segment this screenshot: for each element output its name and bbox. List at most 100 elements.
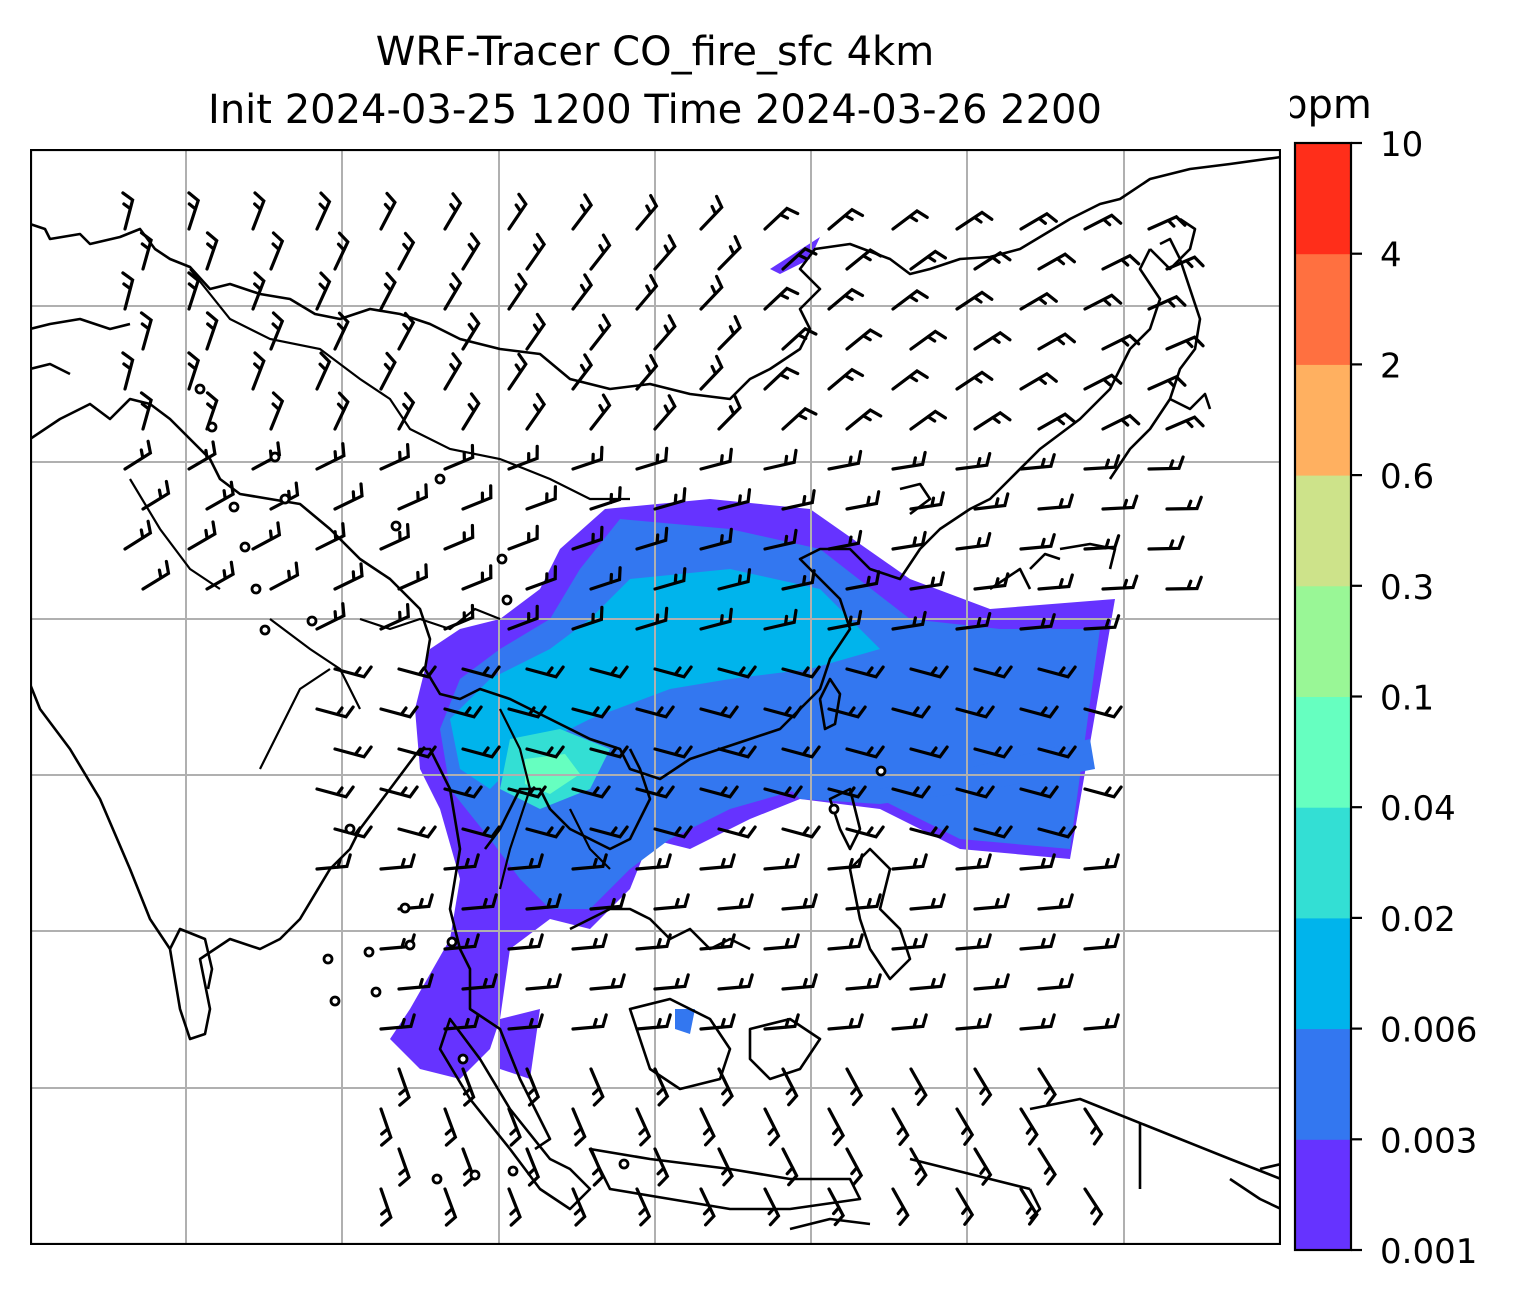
colorbar-swatch <box>1295 1139 1351 1251</box>
wind-barb <box>461 1147 476 1187</box>
wind-barb <box>763 933 800 951</box>
wind-barb <box>397 1067 411 1107</box>
wind-barb <box>315 442 346 471</box>
wind-barb <box>845 408 883 431</box>
wind-barb <box>1083 293 1123 311</box>
wind-barb <box>763 608 798 631</box>
colorbar-swatches <box>1295 143 1351 1251</box>
wind-barb <box>139 231 153 271</box>
wind-barb <box>909 1067 928 1106</box>
wind-barb <box>973 825 1013 839</box>
wind-barb <box>397 483 429 511</box>
wind-barb <box>141 559 171 591</box>
wind-barb <box>461 312 481 351</box>
wind-barb <box>589 486 622 511</box>
wind-barb <box>1165 415 1205 431</box>
wind-barb <box>507 853 544 871</box>
wind-barb <box>699 1187 716 1227</box>
wind-barb <box>397 311 416 351</box>
wind-barb <box>635 606 669 631</box>
wind-barb <box>845 328 883 351</box>
wind-barb <box>699 447 733 471</box>
wind-barb <box>845 490 881 511</box>
wind-barb <box>379 1187 393 1227</box>
wind-barb <box>251 351 266 391</box>
wind-barb <box>507 272 528 311</box>
wind-barb <box>525 665 565 679</box>
wind-barb <box>955 853 992 871</box>
wind-barb <box>1083 853 1120 871</box>
wind-barb <box>763 448 798 471</box>
wind-barb <box>315 602 346 631</box>
wind-barb <box>717 1147 734 1187</box>
wind-barb <box>269 561 300 591</box>
wind-barb <box>507 1107 522 1147</box>
wind-barb <box>891 705 931 719</box>
wind-barb <box>333 825 373 839</box>
wind-barb <box>315 705 355 719</box>
wind-barb <box>1101 413 1141 431</box>
wind-barb <box>121 271 135 311</box>
wind-barb <box>653 665 693 679</box>
wind-barb <box>589 313 612 351</box>
wind-barb <box>397 825 437 839</box>
wind-barb <box>1019 785 1059 799</box>
wind-barb <box>589 893 626 911</box>
wind-barb <box>909 1147 928 1186</box>
colorbar-swatch <box>1295 253 1351 365</box>
wind-barb <box>589 745 629 759</box>
wind-barb <box>507 705 547 719</box>
wind-barb <box>315 271 332 311</box>
wind-barb <box>699 1107 716 1147</box>
wind-barb <box>525 392 547 431</box>
wind-barb <box>635 274 659 311</box>
wind-barb <box>1165 335 1205 351</box>
wind-barb <box>891 369 929 391</box>
map-title-line2: Init 2024-03-25 1200 Time 2024-03-26 220… <box>208 87 1102 133</box>
wind-barb <box>187 271 201 311</box>
wind-barb <box>653 825 693 839</box>
wind-barb <box>589 1147 605 1187</box>
wind-barb <box>461 392 481 431</box>
wind-barb <box>845 570 881 591</box>
wind-barb <box>827 1013 864 1031</box>
wind-barb <box>717 893 754 911</box>
wind-barb <box>443 272 463 311</box>
wind-barb <box>205 391 219 431</box>
wind-barb <box>1037 493 1074 511</box>
wind-barb <box>507 785 547 799</box>
wind-barb <box>507 192 528 231</box>
wind-barb <box>139 391 153 431</box>
wind-barb <box>827 207 865 231</box>
wind-barb <box>525 565 557 591</box>
wind-barb <box>909 893 946 911</box>
wind-barb <box>1019 1187 1039 1226</box>
wind-barb <box>525 745 565 759</box>
wind-barb <box>635 705 675 719</box>
colorbar-tick-label: 0.02 <box>1380 900 1456 940</box>
wind-barb <box>827 529 863 551</box>
wind-barb <box>635 446 669 471</box>
wind-barb <box>1083 785 1123 799</box>
colorbar-ticks: 10 4 2 0.6 0.3 0.1 0.04 0.02 0.006 0.003 0.001 <box>1351 125 1477 1270</box>
wind-barb <box>1147 214 1187 231</box>
wind-barb <box>379 603 410 631</box>
wind-barb <box>525 973 562 991</box>
wind-barb <box>187 351 201 391</box>
wind-barb <box>461 893 498 911</box>
wind-barb <box>845 745 885 759</box>
wind-barb <box>379 1107 393 1147</box>
wind-barb <box>699 274 724 311</box>
colorbar-tick-label: 4 <box>1380 236 1402 276</box>
wind-barb <box>973 665 1013 679</box>
wind-barb <box>141 479 171 511</box>
wind-barb <box>699 1013 736 1031</box>
wind-barb <box>973 410 1012 431</box>
wind-barb <box>1019 211 1058 231</box>
wind-barb <box>379 351 397 391</box>
wind-barb <box>653 394 677 431</box>
wind-barb <box>717 745 757 759</box>
colorbar-tick-label: 0.1 <box>1380 679 1434 719</box>
wind-barb <box>973 492 1010 511</box>
colorbar-tick-label: 10 <box>1380 125 1423 165</box>
